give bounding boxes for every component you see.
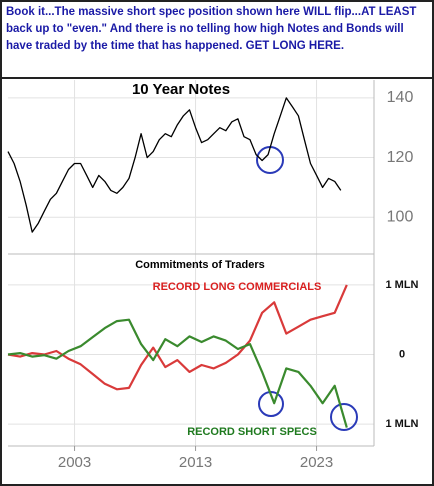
y-tick-label: 100	[387, 208, 414, 225]
x-tick-label: 2003	[58, 454, 91, 471]
y-tick-label: 120	[387, 149, 414, 166]
y-tick-label: 1 MLN	[386, 418, 419, 430]
y-tick-label: 0	[399, 348, 405, 360]
x-tick-label: 2013	[179, 454, 212, 471]
chart-title: 10 Year Notes	[132, 81, 230, 98]
x-tick-label: 2023	[300, 454, 333, 471]
y-tick-label: 1 MLN	[386, 279, 419, 291]
annotation: RECORD LONG COMMERCIALS	[153, 281, 322, 293]
highlight-circle	[330, 403, 358, 431]
header-text: Book it...The massive short spec positio…	[6, 6, 417, 52]
series-line	[7, 97, 342, 233]
series-line	[7, 284, 348, 391]
annotation: RECORD SHORT SPECS	[187, 426, 317, 438]
y-tick-label: 140	[387, 89, 414, 106]
series-line	[7, 318, 348, 428]
chart-title: Commitments of Traders	[135, 259, 265, 271]
